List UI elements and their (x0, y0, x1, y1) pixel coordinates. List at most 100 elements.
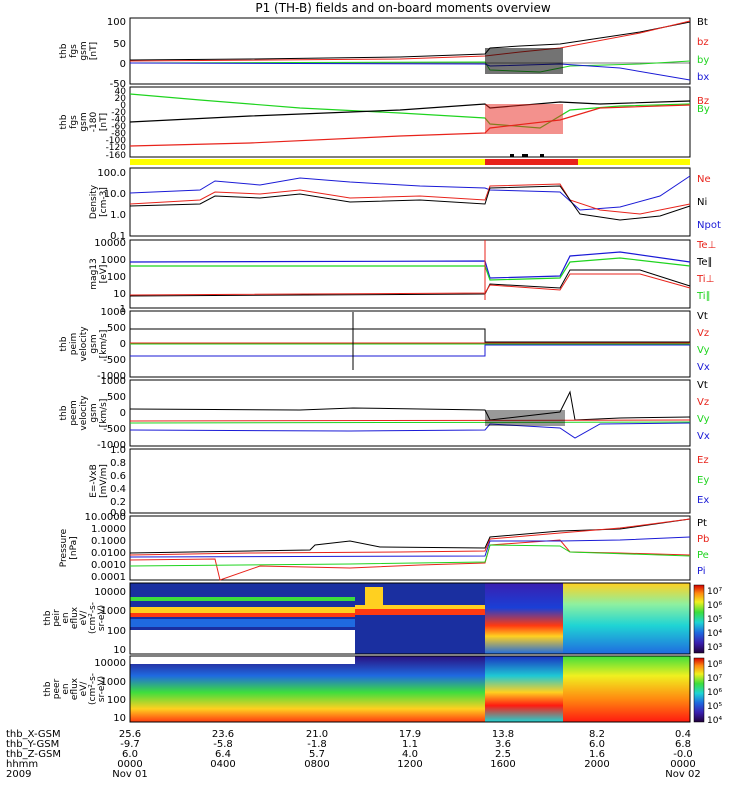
series-by-2 (129, 93, 691, 129)
panel-electron-spectrogram: thb peer en eflux eV/ (cm²-s- sr-eV) 100… (43, 655, 722, 726)
panel2-ytick-1: 20 (115, 94, 127, 104)
eph-y-3: 1.1 (402, 739, 418, 750)
legend-pe: Pe (697, 550, 709, 561)
panel9-ylabel-3: eflux (70, 606, 80, 629)
legend-bt: Bt (697, 17, 708, 28)
panel-density: Density [cm-3] 100.0 10.0 1.0 0.1 Ne Ni … (89, 167, 721, 242)
series-bz (129, 20, 691, 62)
panel3-ytick-0: 100.0 (97, 168, 126, 179)
panel-efield: E=-VxB [mV/m] 1.0 0.8 0.6 0.4 0.2 0.0 Ez… (89, 445, 709, 519)
panel6-ylabel-1: peem (69, 400, 79, 426)
panel2-ytick-4: -40 (111, 115, 126, 125)
legend-ex: Ex (697, 495, 709, 506)
eph-x-1: 23.6 (212, 729, 234, 740)
series-vy-peem (129, 421, 691, 424)
series-pt (129, 518, 691, 554)
ion-cbar-tick-2: 10⁵ (707, 615, 722, 625)
series-vt-peem (129, 390, 691, 421)
panel5-ytick-3: -500 (103, 355, 126, 366)
panel5-ytick-0: 1000 (101, 307, 126, 318)
panel9-ytick-3: 10 (113, 645, 126, 656)
legend-bx: bx (697, 72, 709, 83)
legend-ey: Ey (697, 475, 709, 486)
eph-label-hhmm: hhmm (6, 759, 38, 770)
panel-peem-velocity: thb peem velocity gsm [km/s] 1000 500 0 … (59, 376, 710, 451)
panel10-ylabel-0: thb (43, 681, 53, 696)
panel1-ylabel-3: [nT] (89, 42, 99, 60)
panel8-ylabel-0: Pressure (59, 528, 69, 567)
panel7-ylabel-0: E=-VxB (89, 464, 99, 498)
panel9-ytick-1: 1000 (101, 606, 126, 617)
panel9-ytick-0: 10000 (94, 587, 126, 598)
panel7-ytick-3: 0.4 (110, 484, 126, 495)
panel9-ylabel-2: en (61, 612, 71, 623)
series-vx-peem (129, 422, 691, 439)
series-pi (129, 536, 691, 558)
panel-ion-spectrogram: thb peir en eflux eV/ (cm²-s- sr-eV) 100… (43, 582, 722, 656)
ion-cbar-tick-4: 10³ (707, 643, 722, 653)
legend-vy-peim: Vy (697, 345, 710, 356)
legend-bz-2: Bz (697, 96, 709, 107)
panel7-ytick-5: 0.0 (110, 508, 126, 519)
legend-vt-peim: Vt (697, 311, 708, 322)
eph-x-2: 21.0 (306, 729, 328, 740)
panel1-ylabel-0: thb (59, 43, 69, 58)
panel7-ytick-1: 0.8 (110, 458, 126, 469)
eph-label-x: thb_X-GSM (6, 729, 61, 740)
panel10-ylabel-2: en (61, 683, 71, 694)
panel2-ytick-0: 40 (115, 87, 127, 97)
panel6-ytick-4: -1000 (97, 440, 126, 451)
panel6-ylabel-2: velocity (79, 395, 89, 431)
mode-bar (130, 154, 690, 165)
panel2-ytick-10: -160 (106, 151, 127, 161)
panel5-ylabel-4: [km/s] (99, 330, 109, 359)
panel1-ytick-3: -50 (110, 79, 126, 90)
legend-vt-peem: Vt (697, 380, 708, 391)
eph-label-z: thb_Z-GSM (6, 749, 61, 760)
time-tick-2: 0800 (304, 759, 329, 770)
time-tick-4: 1600 (490, 759, 515, 770)
eph-z-6: -0.0 (673, 749, 693, 760)
panel2-ytick-8: -120 (106, 143, 127, 153)
ele-cbar-tick-0: 10⁸ (707, 660, 722, 670)
panel-fgs-gsm: thb fgs gsm [nT] 100 50 0 -50 Bt bz by b… (59, 17, 709, 90)
panel8-ytick-5: 0.0001 (91, 572, 126, 583)
time-tick-0: 0000 (117, 759, 142, 770)
panel8-ytick-3: 0.0100 (91, 548, 126, 559)
panel-pressure: Pressure [nPa] 10.0000 1.0000 0.1000 0.0… (59, 512, 709, 583)
series-by (129, 60, 691, 73)
panel2-ylabel-0: thb (59, 114, 69, 129)
eph-y-2: -1.8 (307, 739, 327, 750)
legend-te-par: Te∥ (696, 257, 713, 268)
legend-vy-peem: Vy (697, 414, 710, 425)
panel1-ytick-2: 0 (120, 59, 126, 70)
legend-vx-peim: Vx (697, 362, 710, 373)
legend-ez: Ez (697, 455, 709, 466)
series-vx-peim (130, 344, 690, 357)
panel1-ylabel-1: fgs (69, 44, 79, 58)
legend-by: by (697, 55, 709, 66)
panel1-ytick-1: 50 (113, 39, 126, 50)
date-start: Nov 01 (112, 769, 147, 780)
legend-pi: Pi (697, 566, 706, 577)
panel7-ytick-2: 0.6 (110, 471, 126, 482)
legend-ti-par: Ti∥ (696, 291, 711, 302)
legend-vz-peem: Vz (697, 397, 709, 408)
panel5-ytick-2: 0 (120, 339, 126, 350)
time-tick-3: 1200 (397, 759, 422, 770)
eph-x-4: 13.8 (492, 729, 514, 740)
panel9-ylabel-4: eV/ (79, 610, 89, 626)
series-vz-peem (129, 419, 691, 422)
panel4-ylabel-0: mag13 (89, 258, 99, 289)
panel9-ylabel-1: peir (52, 609, 62, 627)
legend-vx-peem: Vx (697, 431, 710, 442)
panel5-ylabel-0: thb (59, 336, 69, 351)
eph-x-5: 8.2 (589, 729, 605, 740)
series-pe-green (129, 544, 691, 567)
ephemeris-table: thb_X-GSM thb_Y-GSM thb_Z-GSM hhmm 2009 … (6, 729, 701, 780)
eph-x-6: 0.4 (675, 729, 691, 740)
time-tick-5: 2000 (584, 759, 609, 770)
panel1-ylabel-2: gsm (79, 41, 89, 60)
panel6-ytick-2: 0 (120, 408, 126, 419)
